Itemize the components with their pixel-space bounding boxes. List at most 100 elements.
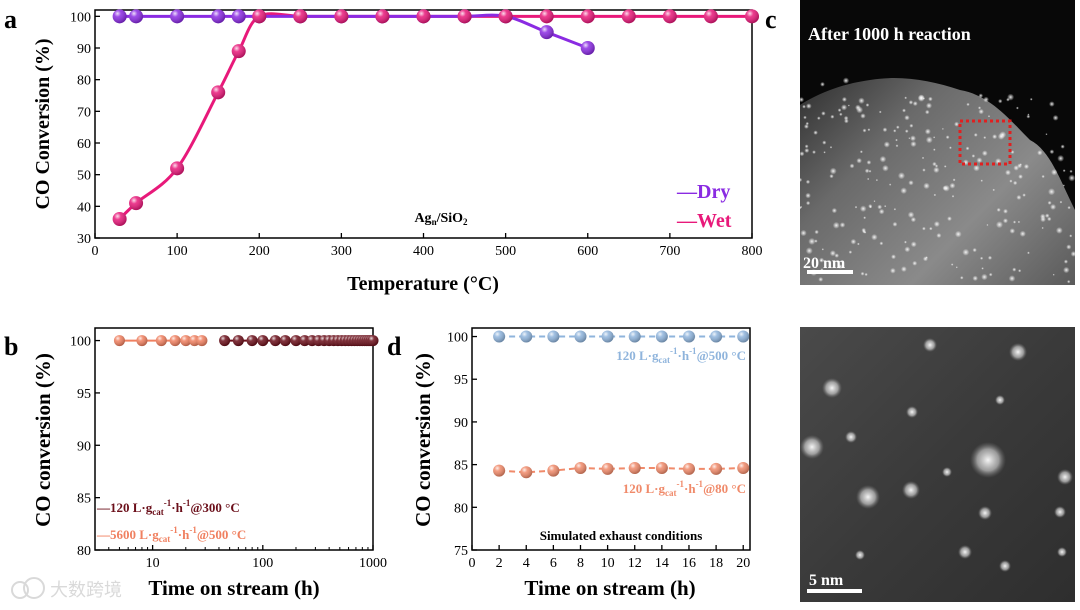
image-top-speck (932, 161, 937, 167)
image-bottom-particle (995, 395, 1005, 405)
image-top-speck (1047, 188, 1056, 196)
image-top-speck (955, 266, 958, 269)
image-top-speck (820, 259, 823, 262)
image-top-speck (933, 136, 936, 139)
image-top-speck (1016, 194, 1022, 200)
panel-a-x-tick-label: 0 (92, 244, 99, 259)
image-top-speck (1057, 154, 1065, 162)
image-top-speck (1066, 244, 1072, 250)
panel-a-line-wet (118, 12, 752, 221)
panel-b-point-series-1 (269, 335, 281, 347)
image-top-speck (904, 246, 911, 253)
panel-b-y-tick-label: 95 (77, 387, 91, 402)
panel-d-y-tick-label: 75 (454, 544, 468, 559)
panel-a-legend-dry: —Dry (676, 181, 730, 203)
image-top-speck (952, 178, 956, 182)
image-top-speck (998, 98, 1003, 104)
panel-d-x-tick-label: 12 (628, 556, 642, 571)
image-top-speck (805, 121, 809, 126)
image-top-speck (949, 182, 956, 189)
image-top-speck (800, 229, 807, 237)
panel-a-point-wet (416, 9, 431, 24)
image-top-speck (802, 104, 806, 109)
image-top-speck (918, 94, 925, 101)
image-top-speck (1044, 213, 1050, 219)
image-top-speck (910, 140, 917, 148)
image-top-caption: After 1000 h reaction (808, 24, 971, 44)
image-top-speck (882, 127, 888, 133)
image-top-speck (995, 221, 1004, 229)
image-top-speck (821, 111, 826, 116)
panel-d-x-tick-label: 14 (655, 556, 669, 571)
image-top-speck (839, 222, 846, 228)
panel-a-point-wet (580, 9, 595, 24)
image-top-particles (800, 77, 1075, 284)
panel-d-point-series-1 (520, 330, 533, 343)
panel-b-letter: b (4, 332, 18, 361)
image-top-speck (922, 168, 926, 172)
image-top-speck (897, 172, 906, 180)
panel-b-point-series-1 (219, 335, 231, 347)
panel-d-point-series-2 (601, 462, 614, 475)
image-top-speck (878, 110, 882, 114)
panel-a-point-dry (211, 9, 226, 24)
image-top-speck (869, 205, 872, 209)
panel-b-y-axis-label: CO conversion (%) (31, 353, 55, 527)
image-top-speck (971, 154, 976, 158)
image-top-speck (840, 104, 848, 111)
panel-a-point-wet (621, 9, 636, 24)
image-top-speck (893, 129, 897, 133)
image-top-speck (813, 130, 818, 135)
image-top-speck (909, 135, 917, 142)
panel-a-point-dry (170, 9, 185, 24)
image-top-speck (909, 123, 914, 128)
panel-d-line-series-2 (499, 467, 744, 474)
panel-a-y-tick-label: 30 (77, 232, 91, 247)
panel-b-point-series-1 (279, 335, 291, 347)
image-top-speck (804, 144, 809, 149)
image-top-speck (908, 180, 914, 186)
panel-a-line-dry (119, 13, 589, 50)
panel-a-plot-frame (94, 9, 753, 239)
image-bottom-particle (970, 442, 1006, 478)
panel-d-letter: d (387, 332, 402, 361)
panel-d-x-tick-label: 4 (523, 556, 530, 571)
panel-a-point-dry (580, 41, 595, 55)
image-bottom-particle (845, 431, 857, 443)
image-top-speck (949, 146, 952, 150)
image-top-speck (904, 96, 908, 100)
panel-a-point-wet (375, 9, 390, 24)
image-bottom-particle (999, 560, 1011, 572)
image-top-speck (859, 205, 867, 213)
panel-a-y-tick-label: 50 (77, 169, 91, 184)
image-top-speck (893, 208, 897, 211)
panel-a-series-points (112, 9, 759, 226)
image-top-speck (902, 108, 906, 113)
image-top-speck (987, 255, 993, 260)
panel-b-point-series-1 (246, 335, 258, 347)
panel-d-point-series-2 (655, 462, 668, 475)
image-top-speck (992, 188, 995, 192)
image-top-speck (875, 178, 879, 182)
image-bottom-particle (1057, 469, 1073, 485)
panel-b-point-series-1 (290, 335, 302, 347)
panel-a-point-wet (231, 44, 246, 59)
image-top-speck (900, 266, 907, 273)
panel-d-y-tick-label: 95 (454, 373, 468, 388)
image-top-speck (986, 223, 989, 227)
image-top-speck (1006, 97, 1010, 102)
image-top-speck (907, 211, 915, 219)
image-top-speck (933, 166, 940, 174)
image-top-speck (814, 229, 819, 235)
image-top-speck (922, 226, 926, 231)
image-top-speck (854, 205, 858, 209)
panel-d-annotation: Simulated exhaust conditions (540, 528, 703, 543)
panel-d-point-series-2 (628, 462, 641, 475)
image-top-speck (981, 273, 988, 281)
panel-a-x-tick-label: 200 (249, 244, 270, 259)
image-top-speck (1008, 275, 1016, 282)
image-bottom-particle (923, 338, 937, 352)
panel-a-point-dry (231, 9, 246, 24)
panel-d-x-axis-label: Time on stream (h) (524, 576, 695, 600)
panel-d-point-series-2 (737, 462, 750, 475)
